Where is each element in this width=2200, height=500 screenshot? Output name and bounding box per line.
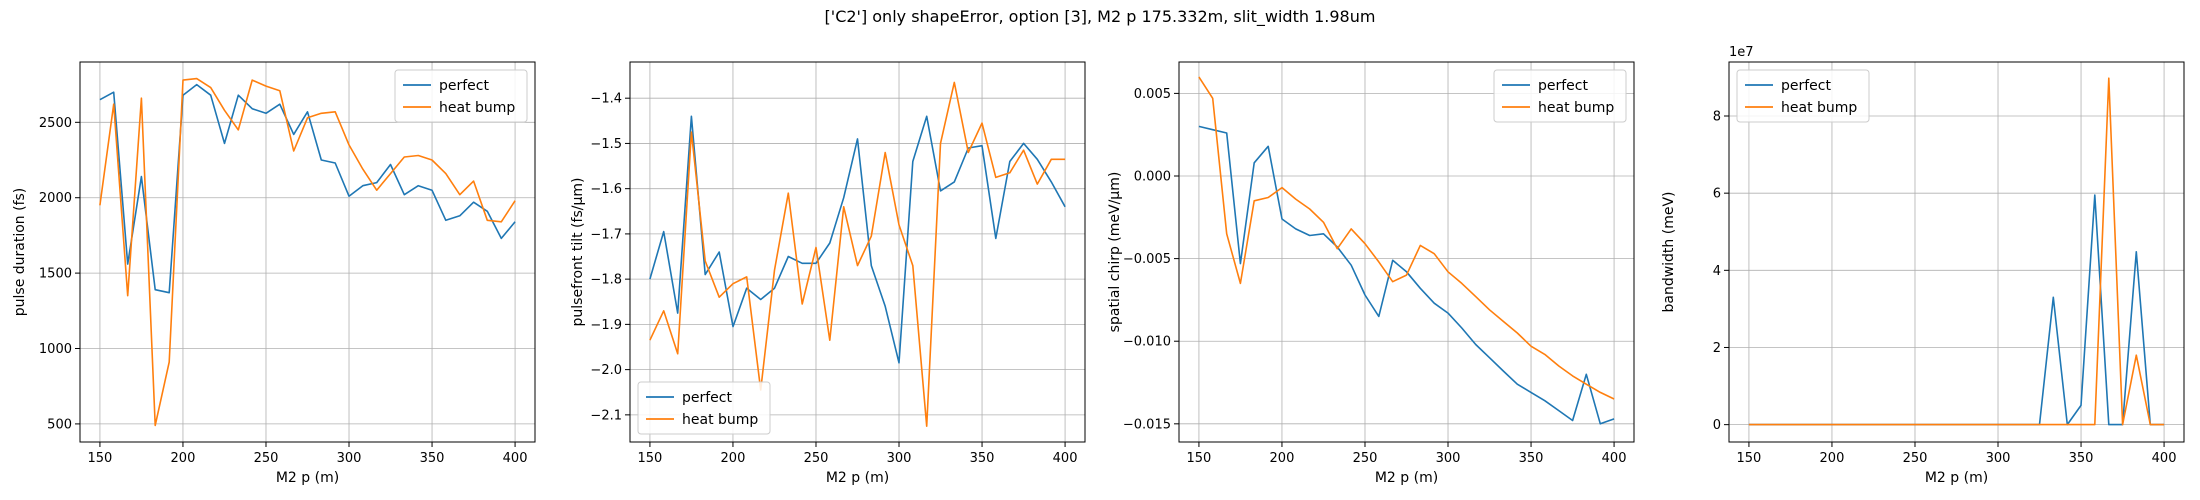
series-line-heat-bump [1748,77,2165,426]
x-tick-label: 350 [1519,451,1544,466]
y-axis-label: pulsefront tilt (fs/μm) [570,178,586,327]
series-line-heat-bump [649,81,1066,428]
x-tick-label: 200 [171,451,196,466]
y-tick-label: −1.4 [590,92,622,107]
y-tick-label: −1.6 [590,182,622,197]
y-tick-label: 2500 [39,116,72,131]
x-tick-label: 400 [2152,451,2177,466]
series-line-heat-bump [1198,76,1615,400]
x-tick-label: 400 [1053,451,1078,466]
x-tick-label: 150 [638,451,663,466]
y-tick-label: 500 [47,417,72,432]
legend-label-perfect: perfect [1781,78,1831,94]
legend-label-perfect: perfect [1538,78,1588,94]
axes-frame [1178,61,1635,443]
series-line-heat-bump [99,77,516,427]
y-tick-label: 0 [1713,418,1721,433]
legend-box [394,69,528,123]
chart-panel-1: 150 200 250 300 350 400 500 1000 1500 2000 2500 M2 … [12,61,536,486]
y-tick-label: 4 [1713,264,1721,279]
x-tick-label: 300 [1986,451,2011,466]
x-tick-label: 200 [1270,451,1295,466]
y-axis-label: pulse duration (fs) [12,188,28,317]
y-tick-label: −1.9 [590,318,622,333]
legend-label-perfect: perfect [682,390,732,406]
y-tick-label: −2.0 [590,363,622,378]
y-tick-label: 2000 [39,191,72,206]
y-tick-label: −1.8 [590,273,622,288]
y-axis-label: bandwidth (meV) [1661,191,1677,312]
y-tick-label: −1.7 [590,227,622,242]
y-tick-label: 0.000 [1134,170,1171,185]
chart-panel-3: 150 200 250 300 350 400 0.005 0.000 −0.005 −0.010… [1107,61,1635,486]
y-tick-label: 8 [1713,110,1721,125]
x-axis-label: M2 p (m) [1375,470,1438,486]
x-tick-label: 150 [1187,451,1212,466]
legend-box [637,381,771,435]
legend: perfect heat bump [1736,69,1870,123]
x-tick-label: 250 [804,451,829,466]
axes-frame [1728,61,2185,443]
x-tick-label: 350 [970,451,995,466]
x-tick-label: 250 [1903,451,1928,466]
x-axis-label: M2 p (m) [826,470,889,486]
chart-panel-2: 150 200 250 300 350 400 −2.1 −2.0 −1.9 −1.8 −1.7 −1… [570,61,1086,486]
y-tick-label: −1.5 [590,137,622,152]
x-tick-label: 400 [503,451,528,466]
y-axis-label: spatial chirp (meV/μm) [1107,172,1123,333]
series-line-perfect [1198,125,1615,425]
x-tick-label: 300 [887,451,912,466]
y-tick-label: 1500 [39,267,72,282]
legend-box [1493,69,1627,123]
series-line-perfect [1748,194,2165,426]
y-tick-label: −2.1 [590,408,622,423]
x-tick-label: 200 [721,451,746,466]
legend: perfect heat bump [394,69,528,123]
y-tick-label: −0.010 [1123,335,1171,350]
legend-label-heat-bump: heat bump [1781,100,1857,116]
axes-frame [629,61,1086,443]
y-tick-label: −0.015 [1123,417,1171,432]
x-tick-label: 250 [1353,451,1378,466]
x-tick-label: 250 [254,451,279,466]
figure-title: ['C2'] only shapeError, option [3], M2 p… [825,7,1376,27]
x-tick-label: 150 [88,451,113,466]
x-tick-label: 350 [2069,451,2094,466]
y-offset-text: 1e7 [1729,45,1754,60]
y-tick-label: 0.005 [1134,87,1171,102]
x-axis-label: M2 p (m) [1925,470,1988,486]
x-tick-label: 350 [420,451,445,466]
series-line-perfect [649,115,1066,364]
legend: perfect heat bump [637,381,771,435]
x-tick-label: 200 [1820,451,1845,466]
y-tick-label: −0.005 [1123,252,1171,267]
axes-frame [79,61,536,443]
y-tick-label: 6 [1713,187,1721,202]
y-tick-label: 2 [1713,341,1721,356]
x-tick-label: 150 [1737,451,1762,466]
series-line-perfect [99,83,516,294]
x-tick-label: 300 [1436,451,1461,466]
x-tick-label: 300 [337,451,362,466]
legend-box [1736,69,1870,123]
x-axis-label: M2 p (m) [276,470,339,486]
y-tick-label: 1000 [39,342,72,357]
legend-label-heat-bump: heat bump [1538,100,1614,116]
legend-label-perfect: perfect [439,78,489,94]
legend-label-heat-bump: heat bump [439,100,515,116]
legend-label-heat-bump: heat bump [682,412,758,428]
legend: perfect heat bump [1493,69,1627,123]
x-tick-label: 400 [1602,451,1627,466]
chart-panel-4: 150 200 250 300 350 400 0 2 4 6 8 1e7 M2 p (m) bandwi… [1661,45,2185,486]
